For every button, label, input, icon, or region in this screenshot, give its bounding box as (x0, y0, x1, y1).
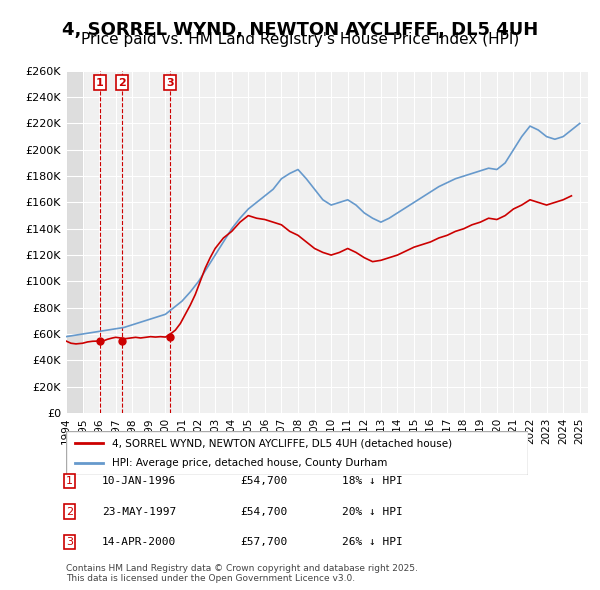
Text: 26% ↓ HPI: 26% ↓ HPI (342, 537, 403, 547)
Text: 4, SORREL WYND, NEWTON AYCLIFFE, DL5 4UH: 4, SORREL WYND, NEWTON AYCLIFFE, DL5 4UH (62, 21, 538, 39)
Text: 3: 3 (66, 537, 73, 547)
Text: 23-MAY-1997: 23-MAY-1997 (102, 507, 176, 516)
Text: Price paid vs. HM Land Registry's House Price Index (HPI): Price paid vs. HM Land Registry's House … (81, 32, 519, 47)
Text: 14-APR-2000: 14-APR-2000 (102, 537, 176, 547)
Text: 2: 2 (118, 78, 126, 88)
Text: 4, SORREL WYND, NEWTON AYCLIFFE, DL5 4UH (detached house): 4, SORREL WYND, NEWTON AYCLIFFE, DL5 4UH… (112, 438, 452, 448)
Text: 1: 1 (66, 476, 73, 486)
Text: 20% ↓ HPI: 20% ↓ HPI (342, 507, 403, 516)
Text: 1: 1 (96, 78, 104, 88)
Text: £54,700: £54,700 (240, 507, 287, 516)
Text: £54,700: £54,700 (240, 476, 287, 486)
FancyBboxPatch shape (66, 431, 528, 475)
Text: Contains HM Land Registry data © Crown copyright and database right 2025.
This d: Contains HM Land Registry data © Crown c… (66, 563, 418, 583)
Text: 18% ↓ HPI: 18% ↓ HPI (342, 476, 403, 486)
Text: HPI: Average price, detached house, County Durham: HPI: Average price, detached house, Coun… (112, 458, 388, 467)
Text: 3: 3 (166, 78, 174, 88)
Text: £57,700: £57,700 (240, 537, 287, 547)
Text: 2: 2 (66, 507, 73, 516)
Text: 10-JAN-1996: 10-JAN-1996 (102, 476, 176, 486)
Bar (66, 71, 83, 413)
